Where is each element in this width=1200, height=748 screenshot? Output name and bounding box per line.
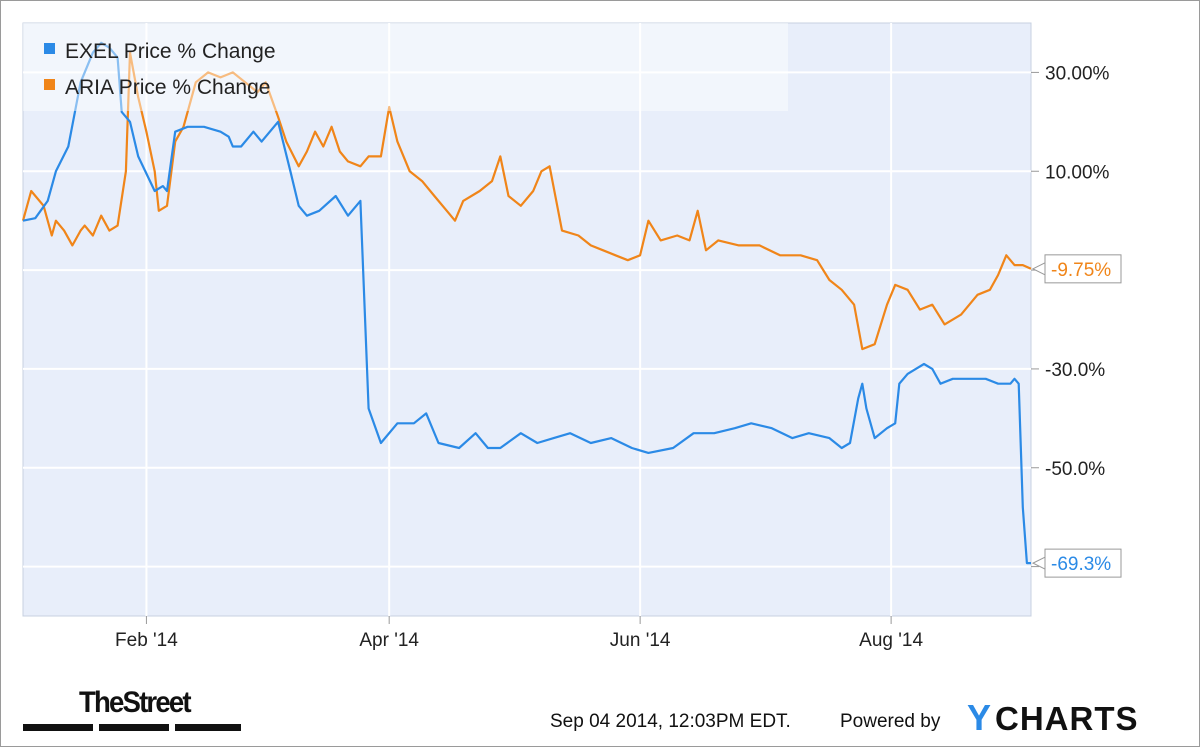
plot-area <box>22 22 1032 617</box>
x-tick-label: Aug '14 <box>859 630 923 651</box>
end-value-label: -69.3% <box>1051 554 1111 575</box>
x-tick-label: Apr '14 <box>359 630 419 651</box>
end-label-pointer <box>1031 556 1046 570</box>
y-tick-label: 30.00% <box>1045 63 1110 84</box>
x-tick-label: Feb '14 <box>115 630 178 651</box>
y-axis: 30.00% 10.00% -30.0% -50.0% <box>1031 63 1110 568</box>
x-tick-label: Jun '14 <box>610 630 671 651</box>
y-tick-label: 10.00% <box>1045 162 1110 183</box>
thestreet-logo: TheStreet <box>23 686 241 731</box>
thestreet-logo-bar-3 <box>175 724 241 731</box>
end-label-pointer <box>1031 262 1046 276</box>
end-value-labels: -69.3% -9.75% <box>1031 254 1122 578</box>
ycharts-logo-y: Y <box>967 697 991 738</box>
legend: EXEL Price % Change ARIA Price % Change <box>44 40 276 99</box>
ycharts-logo-text: CHARTS <box>995 700 1139 737</box>
y-tick-label: -50.0% <box>1045 459 1105 480</box>
end-label-box <box>1044 548 1122 578</box>
legend-swatch <box>44 79 55 90</box>
series-line-exel <box>22 41 1031 565</box>
end-value-label: -9.75% <box>1051 260 1111 281</box>
legend-label: EXEL Price % Change <box>65 40 276 63</box>
gridlines <box>23 23 1031 616</box>
y-tick-label: -30.0% <box>1045 360 1105 381</box>
series-lines <box>21 41 1032 565</box>
legend-background <box>23 23 788 111</box>
series-line-aria <box>21 51 1032 351</box>
thestreet-logo-bar-2 <box>99 724 169 731</box>
ycharts-logo[interactable]: Y CHARTS <box>967 697 1139 738</box>
thestreet-logo-bar-1 <box>23 724 93 731</box>
thestreet-logo-text: TheStreet <box>79 686 192 719</box>
legend-label: ARIA Price % Change <box>65 76 270 99</box>
footer-powered-by: Powered by <box>840 711 941 732</box>
end-label-box <box>1044 254 1122 284</box>
footer-timestamp: Sep 04 2014, 12:03PM EDT. <box>550 711 791 732</box>
legend-swatch <box>44 43 55 54</box>
x-axis: Feb '14 Apr '14 Jun '14 Aug '14 <box>115 616 923 651</box>
